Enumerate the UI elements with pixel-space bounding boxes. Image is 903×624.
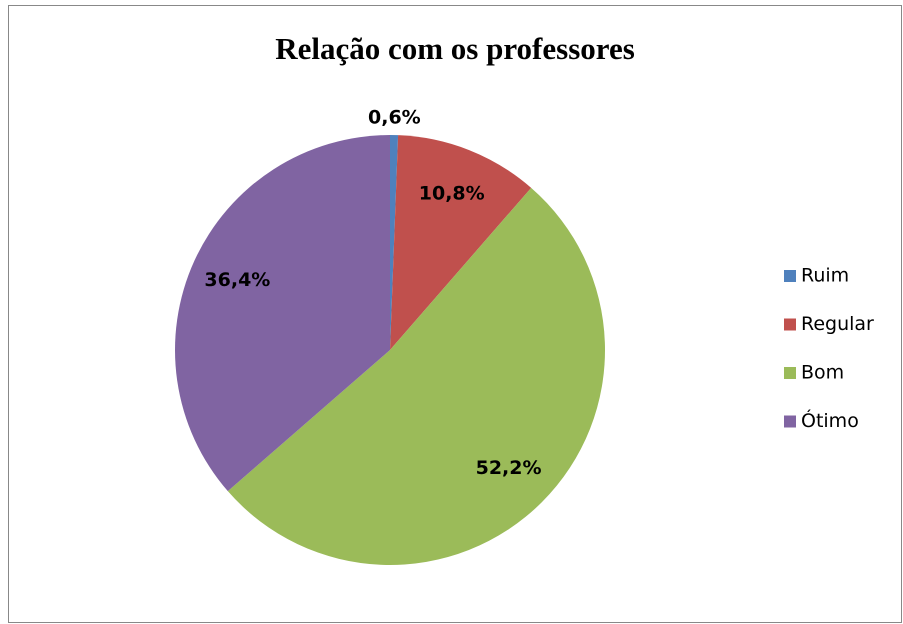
legend-swatch xyxy=(784,270,796,282)
pie-slice xyxy=(390,135,532,350)
data-label: 0,6% xyxy=(368,106,421,128)
chart-title: Relação com os professores xyxy=(275,31,635,66)
data-label: 52,2% xyxy=(476,457,542,479)
pie-slice xyxy=(390,135,399,350)
legend-swatch xyxy=(784,318,796,331)
pie-slice xyxy=(227,187,605,566)
legend-label: Ruim xyxy=(801,265,849,287)
legend-label: Regular xyxy=(801,313,874,335)
data-label: 10,8% xyxy=(419,183,485,205)
data-label: 36,4% xyxy=(204,269,270,291)
legend-swatch xyxy=(784,415,796,428)
pie-slice xyxy=(175,135,390,492)
legend-label: Bom xyxy=(801,362,844,384)
legend-label: Ótimo xyxy=(801,408,859,432)
legend-swatch xyxy=(784,367,796,379)
